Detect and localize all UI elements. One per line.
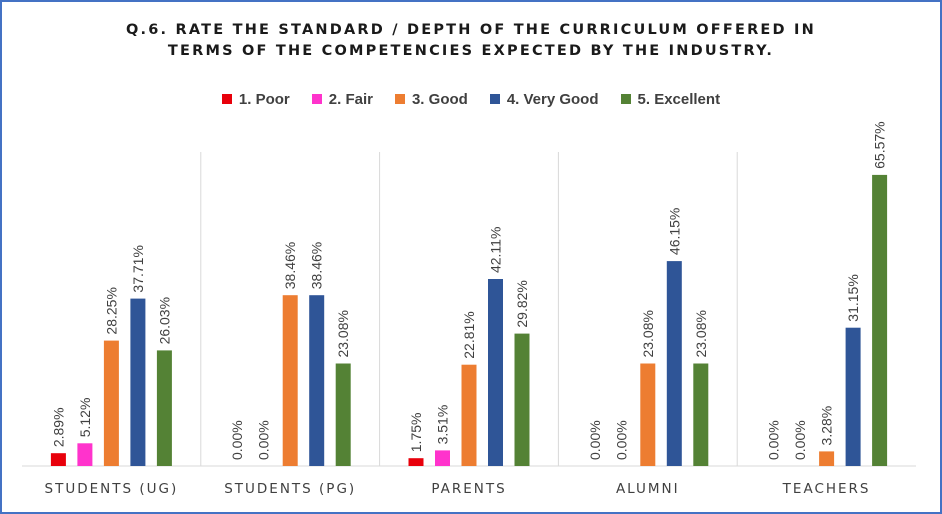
- bar: [461, 364, 477, 466]
- data-label: 5.12%: [77, 398, 93, 438]
- legend-item-fair: 2. Fair: [311, 90, 373, 108]
- bar: [693, 363, 709, 466]
- bar: [872, 174, 888, 466]
- bar: [335, 363, 351, 466]
- data-label: 38.46%: [309, 242, 325, 289]
- data-label: 42.11%: [488, 227, 504, 273]
- category-label: PARENTS: [431, 481, 506, 497]
- data-label: 2.89%: [50, 407, 66, 447]
- bar: [50, 453, 66, 466]
- category-label: STUDENTS (UG): [45, 481, 179, 497]
- data-label: 0.00%: [766, 420, 782, 460]
- data-label: 26.03%: [156, 297, 172, 344]
- bar: [514, 333, 530, 466]
- bar: [666, 261, 682, 466]
- bar: [130, 298, 146, 466]
- data-label: 0.00%: [229, 420, 245, 460]
- data-label: 0.00%: [256, 420, 272, 460]
- data-label: 28.25%: [103, 287, 119, 334]
- data-label: 23.08%: [335, 310, 351, 357]
- legend-swatch-fair: [311, 94, 322, 104]
- category-label: TEACHERS: [782, 481, 871, 497]
- data-label: 29.82%: [514, 280, 530, 327]
- data-label: 23.08%: [640, 310, 656, 357]
- chart-legend: 1. Poor 2. Fair 3. Good 4. Very Good 5. …: [0, 88, 942, 110]
- data-label: 23.08%: [693, 310, 709, 357]
- bar: [309, 295, 325, 466]
- chart-title-line-1: Q.6. RATE THE STANDARD / DEPTH OF THE CU…: [126, 22, 816, 38]
- legend-swatch-poor: [221, 94, 232, 104]
- data-label: 31.15%: [845, 274, 861, 321]
- legend-label-good: 3. Good: [411, 90, 468, 108]
- legend-label-excellent: 5. Excellent: [637, 90, 721, 108]
- data-label: 0.00%: [587, 420, 603, 460]
- legend-label-very-good: 4. Very Good: [506, 90, 599, 108]
- legend-swatch-good: [394, 94, 405, 104]
- category-label: STUDENTS (PG): [224, 481, 356, 497]
- bar: [819, 451, 835, 466]
- category-label: ALUMNI: [616, 481, 680, 497]
- data-label: 3.51%: [435, 405, 451, 445]
- bar: [435, 450, 450, 466]
- legend-item-good: 3. Good: [394, 90, 468, 108]
- bar: [282, 295, 298, 466]
- data-label: 22.81%: [461, 311, 477, 358]
- bar: [845, 327, 861, 466]
- data-label: 38.46%: [282, 242, 298, 289]
- bar: [488, 279, 503, 466]
- legend-item-poor: 1. Poor: [221, 90, 290, 108]
- data-label: 0.00%: [613, 420, 629, 460]
- data-label: 1.75%: [408, 413, 424, 453]
- chart-title-line-2: TERMS OF THE COMPETENCIES EXPECTED BY TH…: [167, 43, 775, 59]
- bar: [640, 363, 656, 466]
- data-label: 3.28%: [819, 406, 835, 446]
- legend-swatch-excellent: [620, 94, 631, 104]
- legend-item-excellent: 5. Excellent: [620, 90, 721, 108]
- data-label: 65.57%: [872, 121, 888, 168]
- legend-label-poor: 1. Poor: [238, 90, 290, 108]
- bar: [77, 443, 93, 466]
- legend-item-very-good: 4. Very Good: [489, 90, 599, 108]
- bar: [103, 340, 119, 466]
- legend-label-fair: 2. Fair: [328, 90, 373, 108]
- chart-title: Q.6. RATE THE STANDARD / DEPTH OF THE CU…: [0, 20, 942, 62]
- data-label: 46.15%: [666, 208, 682, 255]
- bar: [408, 458, 424, 466]
- data-label: 37.71%: [130, 245, 146, 292]
- legend-swatch-very-good: [489, 94, 500, 104]
- bar: [156, 350, 172, 466]
- data-label: 0.00%: [792, 420, 808, 460]
